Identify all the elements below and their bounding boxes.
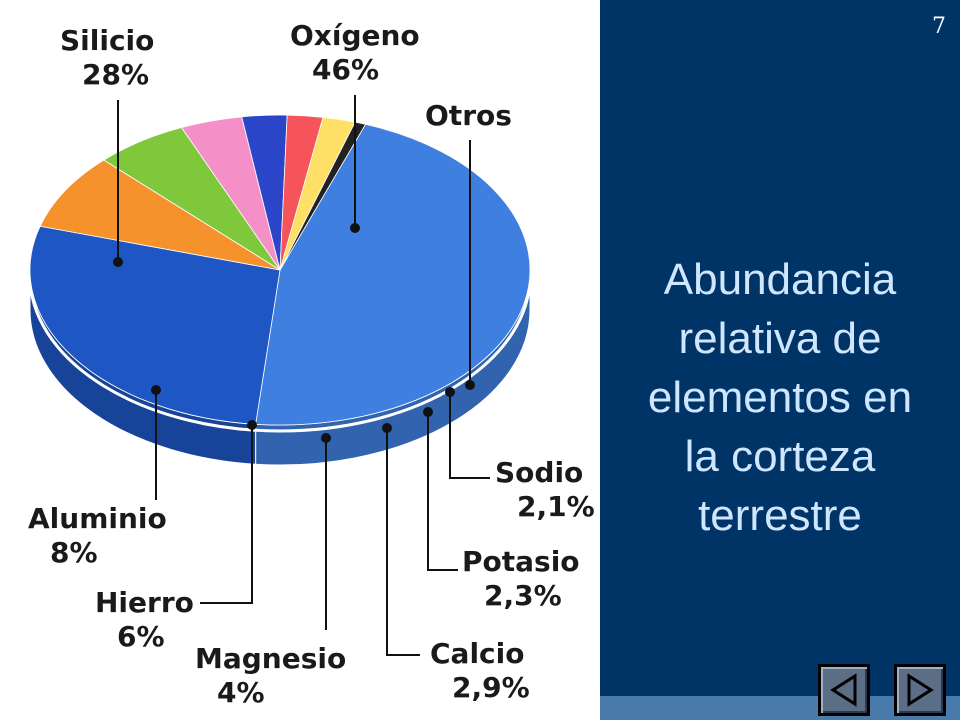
title-line: terrestre [698,491,862,540]
slice-value-aluminio: 8% [50,536,98,569]
triangle-right-icon [907,673,934,707]
leader-dot-otros [465,380,475,390]
slice-name-aluminio: Aluminio [28,502,167,535]
chart-panel: Oxígeno 46% Silicio 28% Aluminio 8% Hierro 6% Ma… [28,19,595,709]
slice-name-oxígeno: Oxígeno [290,19,420,52]
triangle-left-icon [830,673,857,707]
leader-dot-oxígeno [350,223,360,233]
leader-line-potasio [427,412,458,571]
leader-dot-magnesio [321,433,331,443]
pie-slice-aluminio [39,159,281,271]
slice-value-magnesio: 4% [217,676,265,709]
leader-dot-aluminio [151,385,161,395]
leader-dot-hierro [247,420,257,430]
leader-dot-silicio [113,257,123,267]
title-line: elementos en [647,373,913,422]
slice-value-hierro: 6% [117,620,165,653]
slice-value-sodio: 2,1% [517,490,595,523]
slice-value-calcio: 2,9% [452,671,530,704]
pie-slice-silicio [29,225,281,425]
slice-name-hierro: Hierro [95,586,194,619]
pie-slice-oxígeno [255,123,531,426]
title-line: la corteza [684,432,876,481]
next-slide-button[interactable] [894,664,946,716]
leader-line-sodio [449,392,490,479]
slice-value-oxígeno: 46% [312,53,379,86]
slide-title: Abundancia relativa de elementos en la c… [600,250,960,545]
previous-slide-button[interactable] [818,664,870,716]
title-panel: 7 Abundancia relativa de elementos en la… [600,0,960,720]
title-line: relativa de [678,314,882,363]
slice-value-potasio: 2,3% [484,579,562,612]
pie-rim [28,275,532,433]
slice-name-sodio: Sodio [495,456,583,489]
leader-line-calcio [386,428,420,656]
leader-dot-potasio [423,407,433,417]
leader-dot-calcio [382,423,392,433]
title-line: Abundancia [663,255,897,304]
slice-name-magnesio: Magnesio [195,642,346,675]
leader-line-hierro [200,425,253,604]
slice-name-calcio: Calcio [430,637,524,670]
slice-name-silicio: Silicio [60,24,154,57]
slice-name-otros: Otros [425,99,512,132]
slice-name-potasio: Potasio [462,545,580,578]
slice-value-silicio: 28% [82,58,149,91]
page-number: 7 [932,14,946,39]
leader-dot-sodio [445,387,455,397]
